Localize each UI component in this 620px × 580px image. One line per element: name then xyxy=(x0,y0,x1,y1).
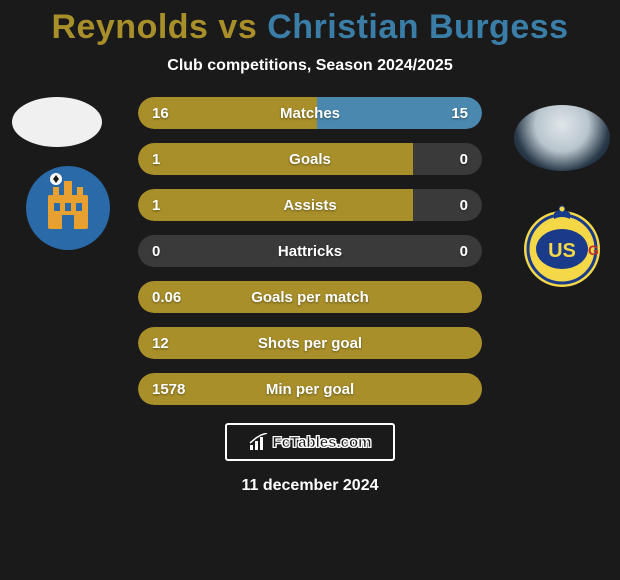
stat-label: Matches xyxy=(138,105,482,122)
player-right-name: Christian Burgess xyxy=(267,8,568,46)
stat-label: Shots per goal xyxy=(138,335,482,352)
brand-logo: FcTables.com xyxy=(225,423,395,461)
stat-label: Goals xyxy=(138,151,482,168)
player-left-avatar xyxy=(12,97,102,147)
stat-label: Assists xyxy=(138,197,482,214)
subtitle: Club competitions, Season 2024/2025 xyxy=(0,57,620,75)
stat-label: Min per goal xyxy=(138,381,482,398)
stat-row: 1578Min per goal xyxy=(138,373,482,405)
svg-text:US: US xyxy=(548,240,576,262)
svg-text:G: G xyxy=(588,242,599,258)
stat-row: 10Assists xyxy=(138,189,482,221)
club-right-logo: US G xyxy=(514,203,610,289)
stat-label: Hattricks xyxy=(138,243,482,260)
date-label: 11 december 2024 xyxy=(0,477,620,495)
brand-text: FcTables.com xyxy=(273,434,372,451)
comparison-content: US G 1615Matches 10Goals 10Assists 00Hattri… xyxy=(0,97,620,405)
stat-bars: 1615Matches 10Goals 10Assists 00Hattricks 0.… xyxy=(138,97,482,405)
stat-row: 00Hattricks xyxy=(138,235,482,267)
stat-row: 10Goals xyxy=(138,143,482,175)
stat-row: 1615Matches xyxy=(138,97,482,129)
player-right-avatar xyxy=(514,105,610,171)
title-vs: vs xyxy=(208,8,267,46)
comparison-title: Reynolds vs Christian Burgess xyxy=(0,0,620,47)
player-left-name: Reynolds xyxy=(51,8,208,46)
stat-row: 0.06Goals per match xyxy=(138,281,482,313)
stat-row: 12Shots per goal xyxy=(138,327,482,359)
club-left-logo xyxy=(20,165,116,251)
chart-icon xyxy=(249,433,269,451)
stat-label: Goals per match xyxy=(138,289,482,306)
